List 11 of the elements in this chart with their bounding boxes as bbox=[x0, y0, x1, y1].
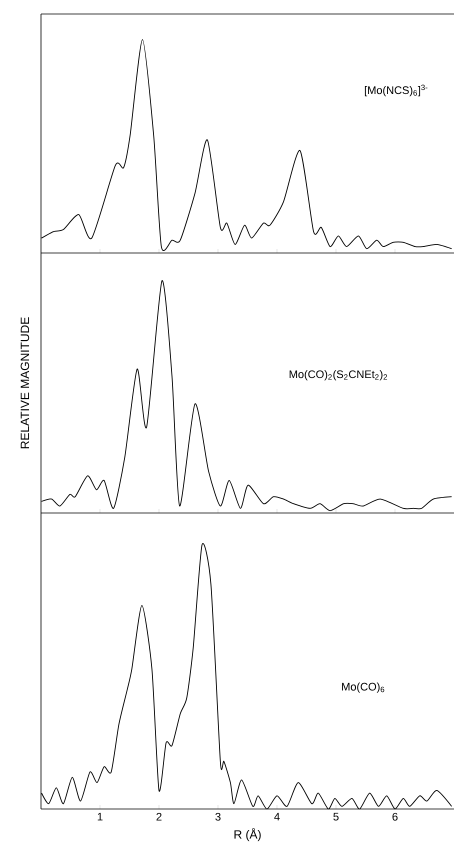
x-tick-label: 1 bbox=[98, 812, 103, 820]
x-tick-label: 2 bbox=[156, 812, 162, 821]
text: Mo(CO)$_{2}$(S$_{2}$CNEt$_{2}$)$_{2}$ bbox=[290, 370, 388, 380]
x-tick-label: 4 bbox=[274, 812, 280, 820]
text: Mo(CO)$_{6}$ bbox=[342, 682, 384, 693]
x-tick-label: 6 bbox=[392, 812, 398, 821]
y-axis-title: RELATIVE MAGNITUDE bbox=[20, 317, 30, 448]
text: [Mo(NCS)$_{6}$]$^{3-}$ bbox=[364, 84, 428, 96]
x-tick-label: 3 bbox=[215, 812, 221, 821]
x-axis-title: R (Å) bbox=[234, 828, 261, 842]
x-tick-label: 5 bbox=[333, 812, 339, 821]
